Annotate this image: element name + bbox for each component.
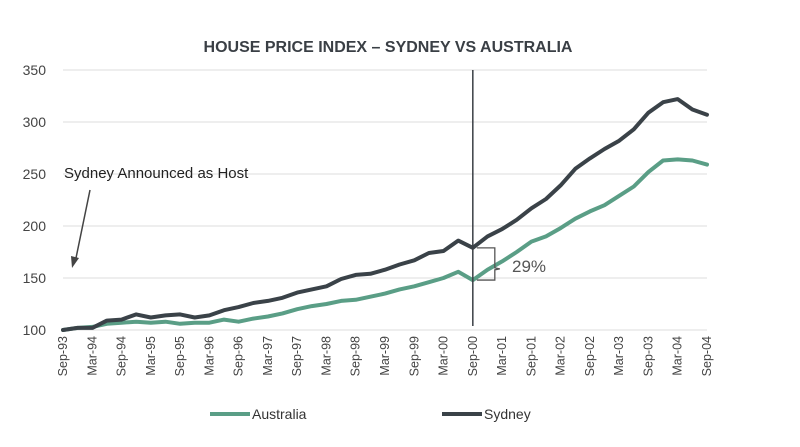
x-tick-label: Mar-00 bbox=[437, 336, 451, 376]
series-line-australia bbox=[61, 157, 709, 332]
gap-bracket bbox=[476, 247, 500, 281]
y-tick-label: 350 bbox=[23, 62, 47, 78]
x-tick-label: Mar-97 bbox=[261, 336, 275, 376]
event-annotation-label: Sydney Announced as Host bbox=[64, 165, 249, 182]
y-tick-label: 200 bbox=[23, 218, 47, 234]
gap-annotation-label: 29% bbox=[512, 257, 546, 276]
x-tick-label: Sep-98 bbox=[349, 336, 363, 376]
x-tick-label: Mar-99 bbox=[378, 336, 392, 376]
y-tick-label: 300 bbox=[23, 114, 47, 130]
legend: Australia Sydney bbox=[210, 406, 531, 422]
event-arrow-line bbox=[75, 189, 91, 259]
x-tick-label: Sep-00 bbox=[466, 336, 480, 376]
x-tick-label: Mar-96 bbox=[202, 336, 216, 376]
x-tick-label: Sep-97 bbox=[290, 336, 304, 376]
x-tick-label: Sep-03 bbox=[641, 336, 655, 376]
x-axis-ticks: Sep-93 Mar-94 Sep-94 Mar-95 Sep-95 Mar-96 Sep-… bbox=[56, 336, 714, 376]
y-tick-label: 100 bbox=[23, 322, 47, 338]
x-tick-label: Mar-94 bbox=[85, 336, 99, 376]
legend-label-australia: Australia bbox=[252, 406, 307, 422]
x-tick-label: Mar-03 bbox=[612, 336, 626, 376]
x-tick-label: Sep-04 bbox=[700, 336, 714, 376]
series-line-sydney bbox=[61, 97, 709, 332]
x-tick-label: Sep-99 bbox=[407, 336, 421, 376]
x-tick-label: Mar-04 bbox=[671, 336, 685, 376]
annotations: Sydney Announced as Host 29% bbox=[64, 70, 546, 326]
grid-lines bbox=[63, 69, 707, 331]
x-tick-label: Mar-98 bbox=[319, 336, 333, 376]
x-tick-label: Mar-02 bbox=[554, 336, 568, 376]
x-tick-label: Sep-02 bbox=[583, 336, 597, 376]
x-tick-label: Sep-01 bbox=[524, 336, 538, 376]
x-tick-label: Sep-94 bbox=[115, 336, 129, 376]
x-tick-label: Mar-95 bbox=[144, 336, 158, 376]
y-tick-label: 250 bbox=[23, 166, 47, 182]
legend-label-sydney: Sydney bbox=[484, 406, 531, 422]
series-lines bbox=[61, 97, 709, 332]
x-tick-label: Sep-95 bbox=[173, 336, 187, 376]
y-axis-ticks: 100 150 200 250 300 350 bbox=[23, 62, 47, 338]
x-tick-label: Mar-01 bbox=[495, 336, 509, 376]
x-tick-label: Sep-93 bbox=[56, 336, 70, 376]
chart-title: HOUSE PRICE INDEX – SYDNEY VS AUSTRALIA bbox=[204, 39, 573, 56]
y-tick-label: 150 bbox=[23, 270, 47, 286]
x-tick-label: Sep-96 bbox=[232, 336, 246, 376]
event-arrow-head bbox=[71, 256, 79, 268]
